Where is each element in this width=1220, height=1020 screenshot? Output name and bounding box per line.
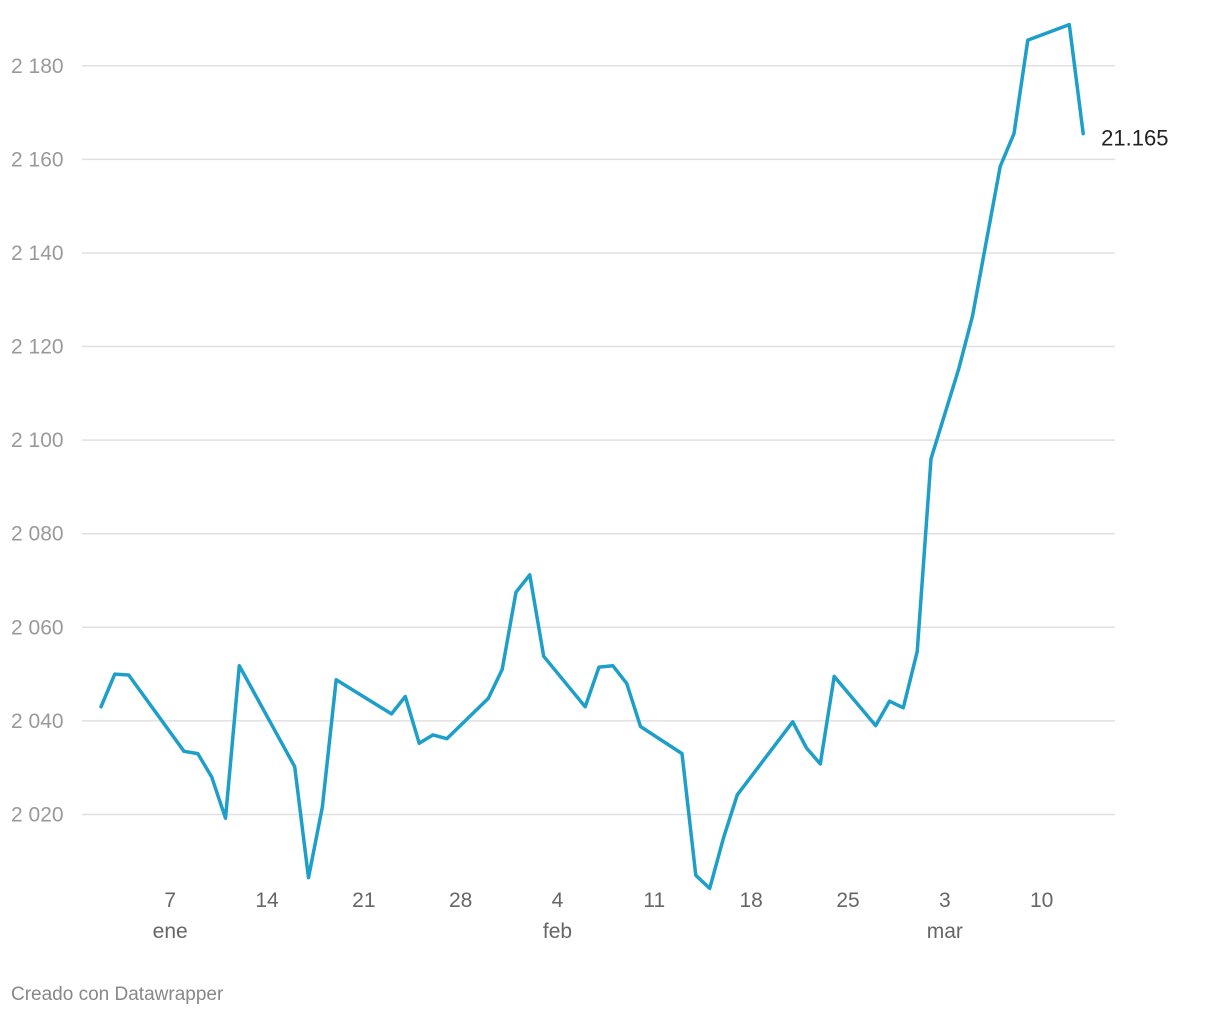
x-tick-label: 3 [939, 889, 951, 912]
y-tick-label: 2 100 [11, 429, 64, 452]
x-tick-label: 10 [1030, 889, 1053, 912]
x-tick-label: 14 [255, 889, 279, 912]
x-month-label: mar [927, 920, 963, 943]
x-tick-label: 11 [643, 889, 665, 912]
x-tick-label: 21 [352, 889, 375, 912]
x-tick-label: 7 [164, 889, 176, 912]
x-tick-label: 4 [552, 889, 564, 912]
y-axis-ticks: 2 020 2 040 2 060 2 080 2 100 2 120 2 140 2 160… [11, 55, 64, 827]
gridlines [82, 65, 1115, 816]
y-tick-label: 2 020 [11, 803, 64, 826]
series-lines [99, 22, 1085, 891]
y-tick-label: 2 080 [11, 523, 64, 546]
x-month-label: feb [543, 920, 572, 943]
y-tick-label: 2 120 [11, 336, 64, 359]
line-chart: 2 020 2 040 2 060 2 080 2 100 2 120 2 140 2 160… [11, 22, 1168, 943]
x-tick-label: 18 [739, 889, 762, 912]
x-tick-label: 28 [449, 889, 472, 912]
y-tick-label: 2 160 [11, 148, 64, 171]
y-tick-label: 2 140 [11, 242, 64, 265]
y-tick-label: 2 180 [11, 55, 64, 78]
footer-credit: Creado con Datawrapper [11, 984, 224, 1005]
series-line [99, 22, 1085, 891]
x-tick-label: 25 [836, 889, 859, 912]
end-value-label: 21.165 [1101, 126, 1168, 151]
y-tick-label: 2 060 [11, 616, 64, 639]
x-axis-ticks: 7 ene 14 21 28 4 feb 11 18 25 3 mar 10 [153, 889, 1054, 943]
y-tick-label: 2 040 [11, 710, 64, 733]
end-labels: 21.165 [1101, 126, 1168, 151]
x-month-label: ene [153, 920, 188, 943]
